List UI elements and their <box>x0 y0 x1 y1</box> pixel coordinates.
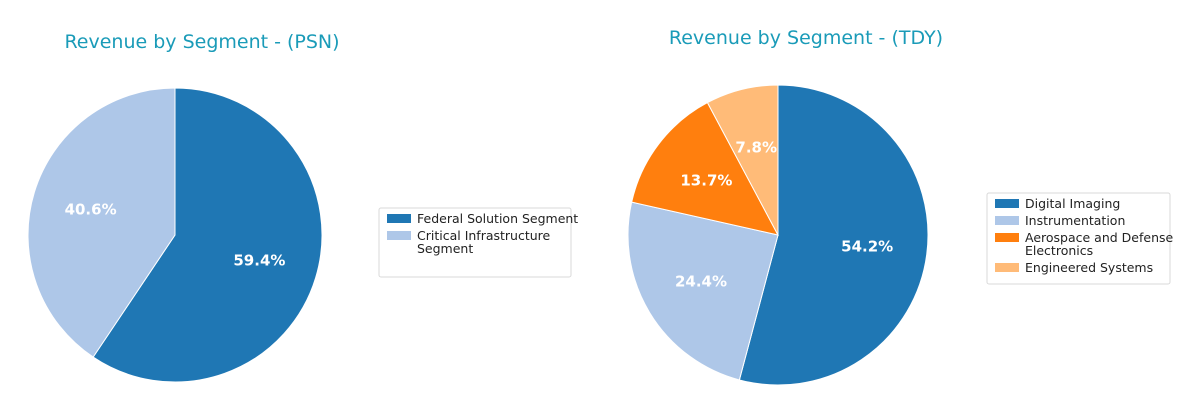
tdy-legend-swatch-instrumentation <box>995 216 1019 225</box>
tdy-chart-title: Revenue by Segment - (TDY) <box>669 27 943 49</box>
psn-chart-title: Revenue by Segment - (PSN) <box>64 31 339 53</box>
tdy-slice-aerospace-and-defense-electronics <box>631 101 779 236</box>
tdy-slice-instrumentation <box>627 201 779 381</box>
psn-legend: Federal Solution Segment Critical Infrast… <box>378 207 578 278</box>
psn-pie-chart: 59.4% 40.6% <box>27 87 323 383</box>
tdy-legend-swatch-aerospace-and-defense-electronics <box>995 233 1019 242</box>
tdy-slice-label-aerospace-and-defense-electronics: 13.7% <box>680 171 732 189</box>
tdy-slice-engineered-systems <box>706 84 779 236</box>
tdy-legend-frame <box>986 192 1171 285</box>
tdy-legend-swatch-digital-imaging <box>995 199 1019 208</box>
psn-slice-critical-infrastructure-segment <box>27 87 176 358</box>
tdy-pie-chart: 54.2% 24.4% 13.7%7.8% <box>627 84 929 386</box>
psn-slice-label-critical-infrastructure-segment: 40.6% <box>65 200 117 218</box>
tdy-legend: Digital Imaging Instrumentation Aerospace … <box>986 192 1174 285</box>
tdy-slice-label-engineered-systems: 7.8% <box>735 139 777 157</box>
psn-legend-frame <box>378 207 572 278</box>
tdy-slice-digital-imaging <box>738 84 929 386</box>
tdy-legend-swatch-engineered-systems <box>995 263 1019 272</box>
tdy-legend-label-aerospace-and-defense-electronics: Aerospace and Defense Electronics <box>1025 230 1174 258</box>
tdy-slice-label-digital-imaging: 54.2% <box>841 238 893 256</box>
psn-legend-swatch-federal-solution-segment <box>387 214 411 223</box>
psn-legend-swatch-critical-infrastructure-segment <box>387 231 411 240</box>
psn-slice-label-federal-solution-segment: 59.4% <box>233 252 285 270</box>
tdy-legend-label-instrumentation: Instrumentation <box>1025 213 1125 228</box>
psn-legend-label-federal-solution-segment: Federal Solution Segment <box>417 211 578 226</box>
psn-legend-label-critical-infrastructure-segment: Critical Infrastructure Segment <box>417 228 551 256</box>
psn-slice-federal-solution-segment <box>92 87 323 383</box>
tdy-slice-label-instrumentation: 24.4% <box>675 273 727 291</box>
tdy-legend-label-digital-imaging: Digital Imaging <box>1025 196 1120 211</box>
tdy-legend-label-engineered-systems: Engineered Systems <box>1025 260 1153 275</box>
